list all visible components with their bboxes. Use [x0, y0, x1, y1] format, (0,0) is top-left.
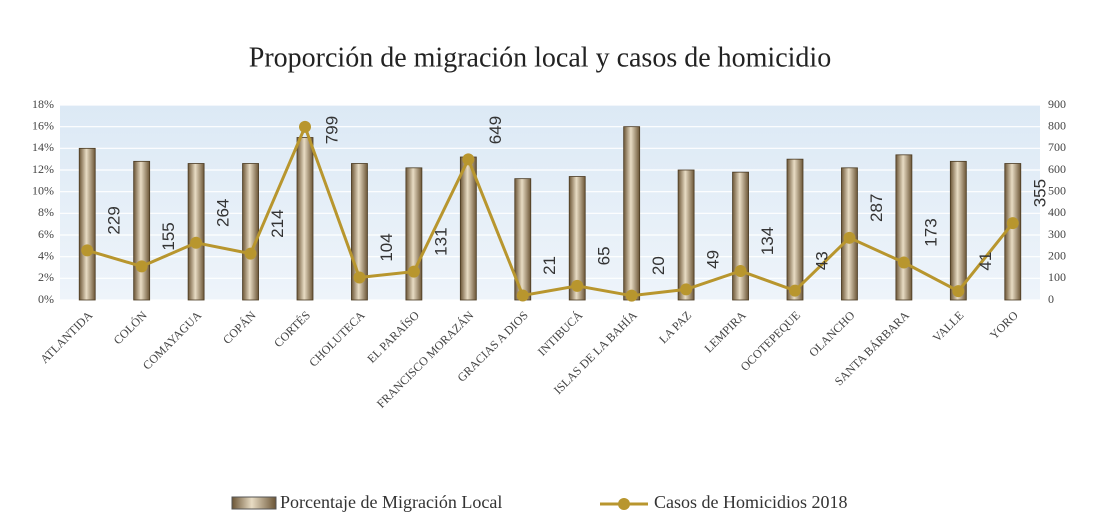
data-label: 355: [1030, 179, 1049, 207]
y-tick-label: 0%: [38, 292, 54, 306]
line-point: [571, 279, 584, 292]
y-tick-label: 16%: [32, 118, 54, 132]
y-tick-label: 10%: [32, 183, 54, 197]
y2-tick-label: 700: [1048, 140, 1066, 154]
bar: [568, 176, 586, 301]
x-tick-label: FRANCISCO MORAZÁN: [374, 308, 477, 411]
line-point: [952, 285, 965, 298]
bar: [405, 167, 423, 301]
bar: [187, 163, 205, 301]
line-point: [407, 265, 420, 278]
legend-swatch: [231, 496, 277, 510]
data-label: 287: [867, 194, 886, 222]
y2-tick-label: 900: [1048, 97, 1066, 111]
data-label: 799: [322, 116, 341, 144]
x-tick-label: ATLANTIDA: [37, 308, 95, 366]
y2-tick-label: 800: [1048, 118, 1066, 132]
y-tick-label: 18%: [32, 97, 54, 111]
data-label: 20: [649, 256, 668, 275]
bar: [296, 137, 314, 301]
data-label: 65: [595, 246, 614, 265]
line-point: [190, 236, 203, 249]
line-point: [81, 244, 94, 257]
line-point: [625, 289, 638, 302]
x-tick-label: LEMPIRA: [701, 308, 748, 355]
line-point: [353, 271, 366, 284]
line-point: [1006, 217, 1019, 230]
y2-tick-label: 100: [1048, 270, 1066, 284]
x-tick-label: COLÓN: [111, 308, 150, 347]
bar: [78, 147, 96, 301]
line-point: [516, 289, 529, 302]
legend: Porcentaje de Migración Local Casos de H…: [231, 492, 848, 512]
y2-tick-label: 400: [1048, 205, 1066, 219]
bar: [895, 154, 913, 301]
x-tick-label: EL PARAÍSO: [364, 308, 422, 366]
line-point: [299, 120, 311, 133]
x-tick-label: LA PAZ: [656, 308, 694, 346]
data-label: 49: [704, 250, 723, 269]
line-point: [462, 153, 475, 166]
legend-label: Porcentaje de Migración Local: [280, 492, 502, 512]
x-tick-label: CHOLUTECA: [306, 308, 368, 370]
y2-tick-label: 500: [1048, 183, 1066, 197]
x-tick-label: INTIBUCÁ: [535, 308, 586, 359]
line-point: [734, 264, 747, 277]
bar: [949, 160, 967, 301]
legend-swatch: [618, 498, 630, 510]
line: [86, 122, 1014, 298]
bar: [623, 126, 641, 301]
data-label: 155: [159, 222, 178, 250]
y-tick-label: 4%: [38, 248, 54, 262]
bar: [786, 158, 804, 301]
data-label: 264: [214, 199, 233, 227]
legend-label: Casos de Homicidios 2018: [654, 492, 848, 512]
y2-tick-label: 200: [1048, 248, 1066, 262]
line-point: [789, 284, 801, 297]
bar: [677, 169, 695, 301]
data-label: 43: [812, 251, 831, 270]
bar: [459, 156, 477, 301]
y2-tick-label: 600: [1048, 162, 1066, 176]
data-label: 41: [976, 252, 995, 271]
data-label: 214: [268, 209, 287, 237]
y-tick-label: 8%: [38, 205, 54, 219]
y-tick-label: 12%: [32, 162, 54, 176]
data-label: 104: [377, 233, 396, 261]
x-tick-label: YORO: [987, 308, 1021, 342]
bar: [242, 163, 259, 301]
plot-area: [60, 105, 1040, 300]
line-point: [843, 231, 856, 244]
y2-tick-label: 0: [1048, 292, 1054, 306]
data-label: 229: [105, 206, 124, 234]
data-label: 649: [486, 116, 505, 144]
data-label: 134: [758, 227, 777, 255]
y-tick-label: 2%: [38, 270, 54, 284]
data-label: 131: [431, 227, 450, 255]
line-point: [897, 256, 910, 269]
bar: [133, 160, 151, 301]
x-tick-label: VALLE: [930, 308, 967, 345]
x-tick-label: OLANCHO: [806, 308, 858, 360]
data-label: 173: [921, 218, 940, 246]
x-tick-label: COMAYAGUA: [140, 308, 205, 373]
line-point: [135, 260, 148, 273]
line-point: [244, 247, 257, 260]
line-point: [680, 283, 693, 296]
x-tick-label: COPÁN: [220, 308, 259, 347]
chart-title: Proporción de migración local y casos de…: [249, 42, 831, 73]
y2-tick-label: 300: [1048, 227, 1066, 241]
data-label: 21: [540, 256, 559, 275]
y-tick-label: 6%: [38, 227, 54, 241]
y-tick-label: 14%: [32, 140, 54, 154]
x-tick-label: CORTÉS: [271, 308, 313, 350]
bar: [732, 171, 749, 301]
